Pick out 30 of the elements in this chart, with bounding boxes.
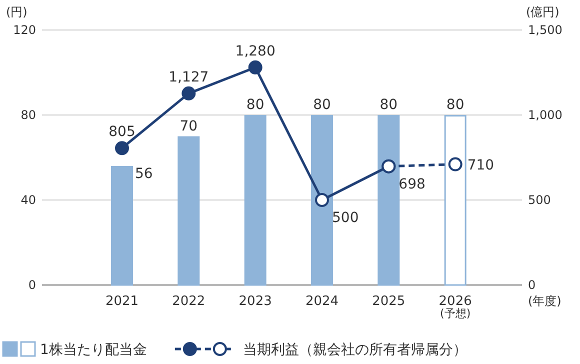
x-tick-label: 2021 [105, 294, 139, 309]
x-tick-label: 2025 [372, 294, 406, 309]
data-label: 80 [246, 97, 264, 113]
data-label: 80 [446, 97, 464, 113]
legend-label: 当期利益（親会社の所有者帰属分） [242, 342, 467, 358]
data-label: 1,127 [168, 69, 209, 86]
y-tick-label: 40 [20, 193, 36, 207]
x-axis-title: (年度) [528, 294, 562, 308]
y2-axis-title: (億円) [526, 5, 560, 19]
y2-tick-label: 1,500 [528, 23, 562, 37]
data-label: 698 [398, 176, 426, 192]
data-label: 805 [108, 124, 136, 140]
y-axis-title: (円) [6, 5, 28, 19]
y2-tick-label: 500 [528, 193, 551, 207]
data-label: 70 [180, 118, 198, 134]
y-tick-label: 0 [28, 278, 36, 292]
data-label: 1,280 [235, 43, 276, 60]
x-tick-label: 2024 [305, 294, 339, 309]
legend-label: 1株当たり配当金 [40, 342, 147, 358]
data-label: 710 [467, 157, 494, 174]
y-tick-label: 80 [20, 108, 36, 122]
data-label: 56 [135, 166, 153, 182]
x-tick-label: 2022 [172, 294, 206, 309]
data-label: 500 [332, 210, 359, 226]
data-label: 80 [313, 97, 331, 113]
data-label: 80 [380, 97, 398, 113]
y2-tick-label: 0 [528, 278, 536, 292]
y2-tick-label: 1,000 [528, 108, 562, 122]
y-tick-label: 120 [13, 23, 36, 37]
x-tick-label: 2023 [238, 294, 272, 309]
